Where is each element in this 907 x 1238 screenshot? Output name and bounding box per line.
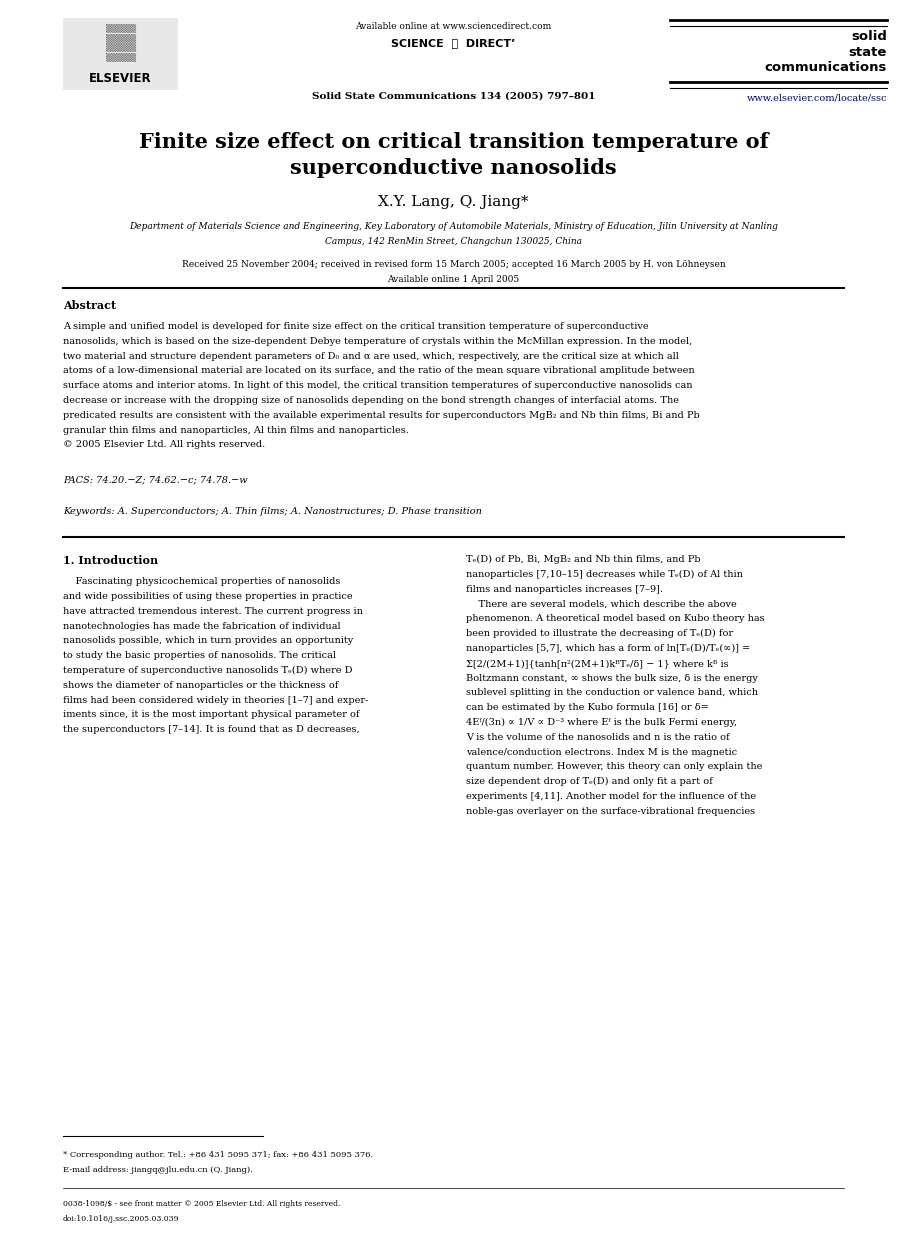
Text: quantum number. However, this theory can only explain the: quantum number. However, this theory can… <box>466 763 763 771</box>
Text: © 2005 Elsevier Ltd. All rights reserved.: © 2005 Elsevier Ltd. All rights reserved… <box>63 441 265 449</box>
Text: nanosolids possible, which in turn provides an opportunity: nanosolids possible, which in turn provi… <box>63 636 353 645</box>
Text: SCIENCE  ⓓ  DIRECT’: SCIENCE ⓓ DIRECT’ <box>391 38 516 48</box>
Text: Tₑ(D) of Pb, Bi, MgB₂ and Nb thin films, and Pb: Tₑ(D) of Pb, Bi, MgB₂ and Nb thin films,… <box>466 555 700 565</box>
Text: solid
state
communications: solid state communications <box>765 30 887 74</box>
Text: Campus, 142 RenMin Street, Changchun 130025, China: Campus, 142 RenMin Street, Changchun 130… <box>325 238 582 246</box>
Text: A simple and unified model is developed for finite size effect on the critical t: A simple and unified model is developed … <box>63 322 649 331</box>
Text: surface atoms and interior atoms. In light of this model, the critical transitio: surface atoms and interior atoms. In lig… <box>63 381 693 390</box>
Text: 0038-1098/$ - see front matter © 2005 Elsevier Ltd. All rights reserved.: 0038-1098/$ - see front matter © 2005 El… <box>63 1200 340 1208</box>
Text: granular thin films and nanoparticles, Al thin films and nanoparticles.: granular thin films and nanoparticles, A… <box>63 426 409 435</box>
Text: predicated results are consistent with the available experimental results for su: predicated results are consistent with t… <box>63 411 699 420</box>
Text: Boltzmann constant, ∞ shows the bulk size, δ is the energy: Boltzmann constant, ∞ shows the bulk siz… <box>466 673 758 682</box>
Text: valence/conduction electrons. Index M is the magnetic: valence/conduction electrons. Index M is… <box>466 748 737 756</box>
Text: www.elsevier.com/locate/ssc: www.elsevier.com/locate/ssc <box>746 94 887 103</box>
Text: Available online at www.sciencedirect.com: Available online at www.sciencedirect.co… <box>356 22 551 31</box>
Text: the superconductors [7–14]. It is found that as D decreases,: the superconductors [7–14]. It is found … <box>63 725 359 734</box>
Text: atoms of a low-dimensional material are located on its surface, and the ratio of: atoms of a low-dimensional material are … <box>63 366 695 375</box>
Text: V is the volume of the nanosolids and n is the ratio of: V is the volume of the nanosolids and n … <box>466 733 729 742</box>
Text: Keywords: A. Superconductors; A. Thin films; A. Nanostructures; D. Phase transit: Keywords: A. Superconductors; A. Thin fi… <box>63 508 482 516</box>
Text: two material and structure dependent parameters of D₀ and α are used, which, res: two material and structure dependent par… <box>63 352 678 360</box>
Text: nanoparticles [7,10–15] decreases while Tₑ(D) of Al thin: nanoparticles [7,10–15] decreases while … <box>466 569 743 579</box>
Bar <box>63 19 178 90</box>
Text: been provided to illustrate the decreasing of Tₑ(D) for: been provided to illustrate the decreasi… <box>466 629 733 639</box>
Text: nanosolids, which is based on the size-dependent Debye temperature of crystals w: nanosolids, which is based on the size-d… <box>63 337 692 345</box>
Text: nanoparticles [5,7], which has a form of ln[Tₑ(D)/Tₑ(∞)] =: nanoparticles [5,7], which has a form of… <box>466 644 750 654</box>
Text: temperature of superconductive nanosolids Tₑ(D) where D: temperature of superconductive nanosolid… <box>63 666 353 675</box>
Text: have attracted tremendous interest. The current progress in: have attracted tremendous interest. The … <box>63 607 363 615</box>
Text: Solid State Communications 134 (2005) 797–801: Solid State Communications 134 (2005) 79… <box>312 92 595 102</box>
Text: ELSEVIER: ELSEVIER <box>89 72 151 85</box>
Text: Abstract: Abstract <box>63 300 116 311</box>
Text: * Corresponding author. Tel.: +86 431 5095 371; fax: +86 431 5095 376.: * Corresponding author. Tel.: +86 431 50… <box>63 1151 373 1159</box>
Text: Department of Materials Science and Engineering, Key Laboratory of Automobile Ma: Department of Materials Science and Engi… <box>129 222 778 232</box>
Text: PACS: 74.20.−Z; 74.62.−c; 74.78.−w: PACS: 74.20.−Z; 74.62.−c; 74.78.−w <box>63 475 248 484</box>
Text: Σ[2/(2M+1)]{tanh[π²(2M+1)kᴮTₑ/δ] − 1} where kᴮ is: Σ[2/(2M+1)]{tanh[π²(2M+1)kᴮTₑ/δ] − 1} wh… <box>466 659 728 667</box>
Text: 4Eᶠ/(3n) ∝ 1/V ∝ D⁻³ where Eᶠ is the bulk Fermi energy,: 4Eᶠ/(3n) ∝ 1/V ∝ D⁻³ where Eᶠ is the bul… <box>466 718 737 727</box>
Text: phenomenon. A theoretical model based on Kubo theory has: phenomenon. A theoretical model based on… <box>466 614 765 624</box>
Text: experiments [4,11]. Another model for the influence of the: experiments [4,11]. Another model for th… <box>466 792 756 801</box>
Text: shows the diameter of nanoparticles or the thickness of: shows the diameter of nanoparticles or t… <box>63 681 338 690</box>
Text: Received 25 November 2004; received in revised form 15 March 2005; accepted 16 M: Received 25 November 2004; received in r… <box>181 260 726 269</box>
Text: 1. Introduction: 1. Introduction <box>63 555 158 566</box>
Text: iments since, it is the most important physical parameter of: iments since, it is the most important p… <box>63 711 359 719</box>
Text: nanotechnologies has made the fabrication of individual: nanotechnologies has made the fabricatio… <box>63 621 341 630</box>
Text: films had been considered widely in theories [1–7] and exper-: films had been considered widely in theo… <box>63 696 368 704</box>
Text: ▒▒▒▒▒▒
▒▒▒▒▒▒
▒▒▒▒▒▒
▒▒▒▒▒▒: ▒▒▒▒▒▒ ▒▒▒▒▒▒ ▒▒▒▒▒▒ ▒▒▒▒▒▒ <box>105 24 135 61</box>
Text: X.Y. Lang, Q. Jiang*: X.Y. Lang, Q. Jiang* <box>378 196 529 209</box>
Text: can be estimated by the Kubo formula [16] or δ=: can be estimated by the Kubo formula [16… <box>466 703 708 712</box>
Text: E-mail address: jiangq@jlu.edu.cn (Q. Jiang).: E-mail address: jiangq@jlu.edu.cn (Q. Ji… <box>63 1166 253 1175</box>
Text: size dependent drop of Tₑ(D) and only fit a part of: size dependent drop of Tₑ(D) and only fi… <box>466 777 713 786</box>
Text: noble-gas overlayer on the surface-vibrational frequencies: noble-gas overlayer on the surface-vibra… <box>466 807 756 816</box>
Text: sublevel splitting in the conduction or valence band, which: sublevel splitting in the conduction or … <box>466 688 758 697</box>
Text: Fascinating physicochemical properties of nanosolids: Fascinating physicochemical properties o… <box>63 577 340 587</box>
Text: and wide possibilities of using these properties in practice: and wide possibilities of using these pr… <box>63 592 353 600</box>
Text: films and nanoparticles increases [7–9].: films and nanoparticles increases [7–9]. <box>466 584 663 594</box>
Text: to study the basic properties of nanosolids. The critical: to study the basic properties of nanosol… <box>63 651 336 660</box>
Text: Available online 1 April 2005: Available online 1 April 2005 <box>387 276 520 285</box>
Text: decrease or increase with the dropping size of nanosolids depending on the bond : decrease or increase with the dropping s… <box>63 396 679 405</box>
Text: Finite size effect on critical transition temperature of
superconductive nanosol: Finite size effect on critical transitio… <box>139 132 768 177</box>
Text: There are several models, which describe the above: There are several models, which describe… <box>466 599 736 609</box>
Text: doi:10.1016/j.ssc.2005.03.039: doi:10.1016/j.ssc.2005.03.039 <box>63 1214 180 1223</box>
